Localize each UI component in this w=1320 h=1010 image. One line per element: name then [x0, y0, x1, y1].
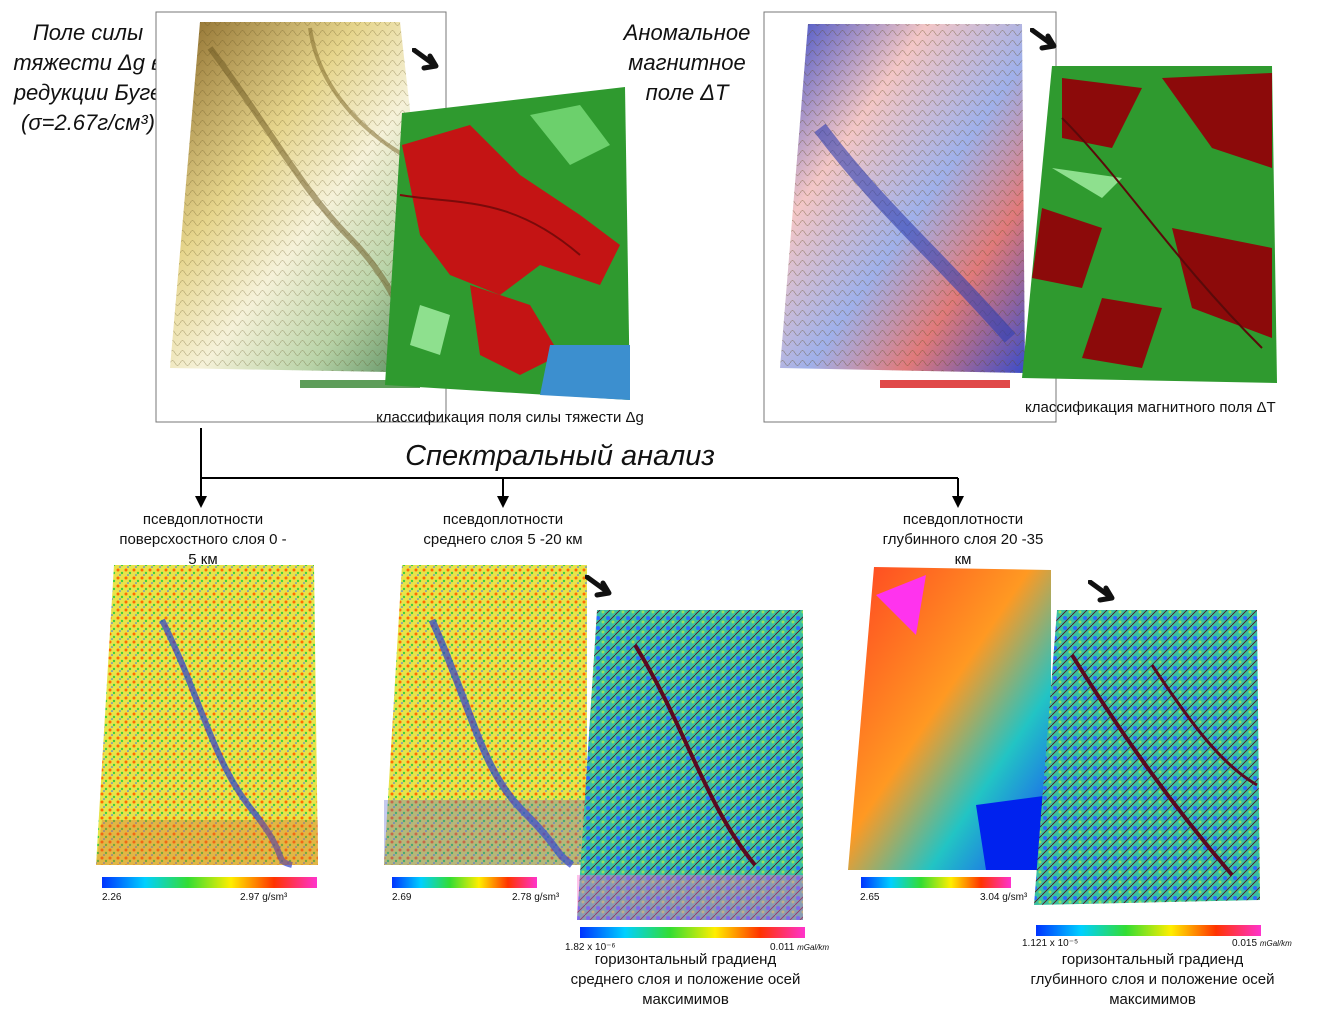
gravity-classification-caption: классификация поля силы тяжести Δg: [350, 408, 670, 428]
layer-1-gradient-scale-max-text: 0.011: [770, 942, 795, 953]
layer-2-scale-max: 3.04 g/sm³: [980, 892, 1027, 903]
magnetic-classification-svg: [1022, 66, 1277, 383]
layer-2-scale-min: 2.65: [860, 892, 879, 903]
magnetic-classification-caption: классификация магнитного поля ΔT: [1025, 398, 1320, 418]
layer-1-gradient-unit-text: mGal/km: [797, 943, 830, 952]
layer-2-gradient-map: [1032, 605, 1287, 940]
layer-1-gradient-scale-min: 1.82 x 10⁻⁶: [565, 942, 616, 953]
layer-2-gradient-scale-min-text: 1.121 x 10⁻⁵: [1022, 938, 1079, 949]
layer-2-map: [846, 565, 1056, 890]
layer-0-map: [92, 560, 322, 890]
magnetic-map: [760, 8, 1060, 428]
gravity-arrow-icon: [412, 48, 439, 71]
layer-1-gradient-caption-text: горизонтальный градиенд среднего слоя и …: [570, 951, 801, 1008]
layer-1-scale-min: 2.69: [392, 892, 411, 903]
magnetic-classification-map: [1022, 58, 1280, 388]
gravity-classification-svg: [385, 87, 630, 400]
layer-1-scale-min-text: 2.69: [392, 892, 412, 903]
layer-1-gradient-scale-min-text: 1.82 x 10⁻⁶: [565, 942, 616, 953]
magnetic-classification-caption-text: классификация магнитного поля ΔT: [1025, 399, 1276, 416]
layer-1-scale-max: 2.78 g/sm³: [512, 892, 559, 903]
layer-1-caption: псевдоплотности среднего слоя 5 -20 км: [418, 510, 588, 550]
flow-arrowhead-left: [195, 496, 207, 508]
layer-2-map-svg: [848, 567, 1051, 888]
layer-1-arrow-icon: [585, 575, 612, 598]
gravity-title: Поле силы тяжести Δg в редукции Буге (σ=…: [8, 18, 168, 138]
layer-1-caption-text: псевдоплотности среднего слоя 5 -20 км: [423, 511, 583, 548]
magnetic-title: Аномальное магнитное поле ΔT: [612, 18, 762, 108]
layer-2-gradient-caption-text: горизонтальный градиенд глубинного слоя …: [1030, 951, 1275, 1008]
magnetic-map-svg: [763, 11, 1057, 423]
layer-2-gradient-scale-min: 1.121 x 10⁻⁵: [1022, 938, 1078, 949]
layer-1-gradient-svg: [577, 610, 805, 938]
magnetic-title-text: Аномальное магнитное поле ΔT: [623, 20, 751, 105]
flow-arrowhead-right: [952, 496, 964, 508]
layer-0-map-svg: [96, 565, 318, 888]
layer-0-scale-max: 2.97 g/sm³: [240, 892, 287, 903]
gravity-classification-caption-text: классификация поля силы тяжести Δg: [376, 409, 644, 426]
layer-1-gradient-scale-max: 0.011 mGal/km: [770, 942, 829, 953]
layer-2-arrow-icon: [1088, 580, 1115, 603]
gravity-classification-map: [380, 55, 635, 405]
layer-2-caption: псевдоплотности глубинного слоя 20 -35 к…: [878, 510, 1048, 570]
layer-2-scale-min-text: 2.65: [860, 892, 880, 903]
layer-0-scale-max-text: 2.97 g/sm³: [240, 892, 288, 903]
layer-0-caption-text: псевдоплотности поверсхостного слоя 0 - …: [119, 511, 287, 568]
layer-2-caption-text: псевдоплотности глубинного слоя 20 -35 к…: [882, 511, 1044, 568]
layer-2-gradient-caption: горизонтальный градиенд глубинного слоя …: [1030, 950, 1275, 1010]
layer-0-caption: псевдоплотности поверсхостного слоя 0 - …: [118, 510, 288, 570]
layer-2-gradient-unit-text: mGal/km: [1259, 939, 1292, 948]
layer-2-gradient-scale-max-text: 0.015: [1232, 938, 1258, 949]
layer-1-scale-max-text: 2.78 g/sm³: [512, 892, 560, 903]
layer-2-gradient-scale-max: 0.015 mGal/km: [1232, 938, 1292, 949]
flow-arrowhead-middle: [497, 496, 509, 508]
magnetic-arrow-icon: [1030, 28, 1057, 51]
layer-1-map: [382, 560, 592, 890]
spectral-title: Спектральный анализ: [380, 440, 740, 473]
spectral-title-text: Спектральный анализ: [405, 440, 715, 472]
layer-1-gradient-caption: горизонтальный градиенд среднего слоя и …: [568, 950, 803, 1010]
layer-1-gradient-map: [575, 605, 815, 940]
layer-1-map-svg: [384, 565, 587, 888]
layer-2-scale-max-text: 3.04 g/sm³: [980, 892, 1028, 903]
gravity-title-text: Поле силы тяжести Δg в редукции Буге (σ=…: [13, 20, 163, 135]
layer-0-scale-min-text: 2.26: [102, 892, 122, 903]
layer-2-gradient-svg: [1034, 610, 1261, 936]
layer-0-scale-min: 2.26: [102, 892, 121, 903]
